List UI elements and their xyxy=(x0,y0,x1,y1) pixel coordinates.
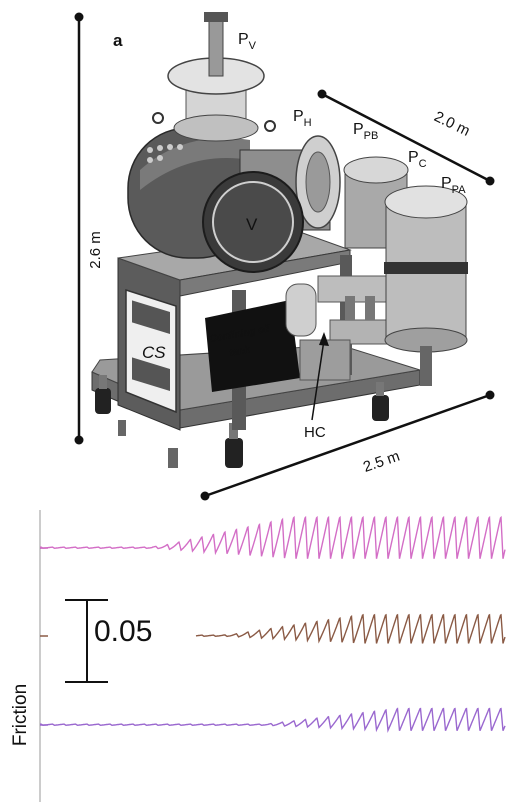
friction-trace-2 xyxy=(195,613,506,644)
pore-pressure-b-label-sub: PB xyxy=(364,130,379,142)
pore-pressure-cylinder-a-cap xyxy=(384,185,468,219)
pore-pressure-a-label-base: P xyxy=(441,175,452,192)
width-dimension-end-right xyxy=(485,390,495,400)
depth-dimension-end-left xyxy=(317,89,327,99)
horizontal-piston-label-base: P xyxy=(293,108,304,125)
width-dimension-end-left xyxy=(200,491,210,501)
vertical-piston-rod xyxy=(208,15,224,77)
vertical-piston-label-base: P xyxy=(238,31,249,48)
lifting-eye xyxy=(264,120,276,132)
height-dimension-label: 2.6 m xyxy=(87,231,104,269)
friction-traces xyxy=(40,515,506,733)
bolt xyxy=(167,144,173,150)
vessel-label: V xyxy=(246,215,258,234)
pore-pressure-a-label-sub: PA xyxy=(452,184,467,196)
scale-bar-label: 0.05 xyxy=(94,615,152,648)
hydraulic-circuit-arrowhead xyxy=(319,332,329,346)
height-dimension-end-bottom xyxy=(74,435,84,445)
wheel xyxy=(225,423,243,468)
vertical-piston-lower-flange xyxy=(173,114,259,142)
machine-panel: a 2.6 m 2.0 m 2.5 m xyxy=(74,12,495,501)
control-station-label: CS xyxy=(142,343,166,362)
horizontal-piston-label: PH xyxy=(293,108,312,129)
height-dimension: 2.6 m xyxy=(74,12,104,445)
horizontal-piston-flange-inner xyxy=(305,151,331,213)
oil-tank-label-line2: tank xyxy=(229,344,252,358)
height-dimension-end-top xyxy=(74,12,84,22)
accumulator xyxy=(285,283,317,337)
machine-illustration: CS Confining oil tank HC xyxy=(91,12,468,468)
friction-scale-bar: 0.05 xyxy=(65,599,152,683)
bolt xyxy=(177,144,183,150)
vertical-piston-label: PV xyxy=(238,31,257,52)
vertical-piston-label-sub: V xyxy=(249,40,257,52)
confining-pressure-label: PC xyxy=(408,149,427,170)
hydraulic-circuit-arrow xyxy=(311,339,325,421)
depth-dimension-line xyxy=(321,92,491,183)
confining-pressure-label-sub: C xyxy=(419,158,427,170)
wheel xyxy=(372,382,389,421)
friction-plot: Friction 0.05 xyxy=(10,510,506,802)
bolt xyxy=(157,155,163,161)
pore-pressure-cylinder-b-cap xyxy=(343,156,409,184)
hydraulic-block xyxy=(299,339,351,381)
vessel-door xyxy=(212,181,294,263)
bolt xyxy=(147,157,153,163)
depth-dimension-end-right xyxy=(485,176,495,186)
pore-pressure-b-label-base: P xyxy=(353,121,364,138)
valve xyxy=(365,296,375,320)
control-station-window xyxy=(132,300,170,334)
pore-pressure-a-label: PPA xyxy=(441,175,466,196)
panel-letter: a xyxy=(113,31,123,50)
pore-pressure-cylinder-a-stand xyxy=(420,346,432,386)
wheel xyxy=(95,375,111,414)
pressure-vessel-highlight xyxy=(140,138,250,190)
pore-pressure-b-label: PPB xyxy=(353,121,378,142)
lifting-eye xyxy=(152,112,164,124)
bolt xyxy=(147,147,153,153)
friction-axis-ticks xyxy=(40,547,48,726)
pore-pressure-cylinder-a-band xyxy=(384,262,468,274)
foot xyxy=(118,420,126,436)
bolt xyxy=(157,145,163,151)
vertical-piston-cap xyxy=(204,12,228,22)
width-dimension-line xyxy=(204,393,491,498)
friction-trace-3 xyxy=(40,707,506,733)
friction-trace-1 xyxy=(40,515,506,559)
horizontal-piston-label-sub: H xyxy=(304,117,312,129)
foot xyxy=(168,448,178,468)
valve xyxy=(345,296,355,320)
confining-pressure-label-base: P xyxy=(408,149,419,166)
control-station-window xyxy=(132,357,170,391)
width-dimension-label: 2.5 m xyxy=(361,448,402,476)
hydraulic-circuit-label: HC xyxy=(304,424,326,441)
friction-axis-label: Friction xyxy=(10,684,31,746)
confining-oil-tank xyxy=(205,300,300,392)
depth-dimension-label: 2.0 m xyxy=(431,108,472,140)
